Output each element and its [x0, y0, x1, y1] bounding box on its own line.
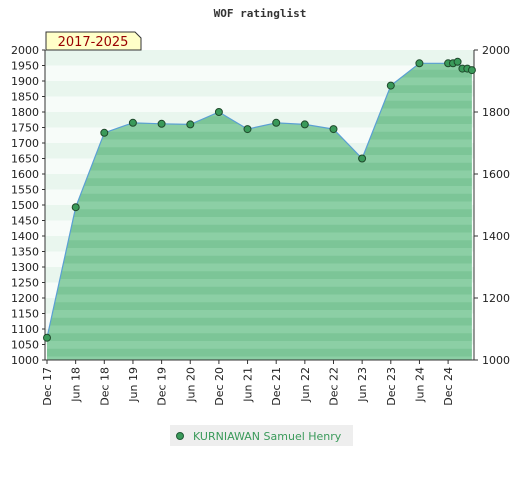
- data-point: [214, 108, 223, 116]
- x-tick-label: Jun 18: [70, 367, 83, 403]
- data-point: [386, 81, 395, 90]
- y-tick-label: 1750: [11, 122, 39, 135]
- x-tick-label: Dec 17: [41, 367, 54, 406]
- x-tick-label: Jun 24: [413, 367, 426, 403]
- x-tick-label: Dec 24: [442, 367, 455, 406]
- x-tick-label: Dec 21: [270, 367, 283, 406]
- data-point: [358, 154, 367, 163]
- y-axis-right: 1000 1200 1400 1600 1800 2000: [474, 44, 510, 367]
- y-tick-label: 1950: [11, 60, 39, 73]
- x-tick-label: Jun 19: [127, 367, 140, 403]
- background-band: [45, 81, 474, 97]
- data-point: [272, 118, 281, 127]
- legend-marker: [176, 432, 184, 440]
- y-tick-label-right: 1200: [482, 292, 510, 305]
- y-tick-label: 2000: [11, 44, 39, 57]
- y-tick-label: 1450: [11, 215, 39, 228]
- x-tick-label: Jun 22: [299, 367, 312, 403]
- data-point: [300, 120, 309, 129]
- x-tick-label: Dec 22: [328, 367, 341, 406]
- data-point: [243, 125, 252, 134]
- y-tick-label: 1650: [11, 153, 39, 166]
- y-tick-label: 1500: [11, 199, 39, 212]
- y-tick-label-right: 1400: [482, 230, 510, 243]
- y-tick-label: 1600: [11, 168, 39, 181]
- data-point: [453, 57, 462, 66]
- data-point: [71, 203, 80, 212]
- x-tick-label: Dec 18: [98, 367, 111, 406]
- data-point: [329, 125, 338, 134]
- y-tick-label: 1000: [11, 354, 39, 367]
- y-tick-label-right: 1800: [482, 106, 510, 119]
- background-band: [45, 50, 474, 66]
- y-tick-label: 1700: [11, 137, 39, 150]
- legend: KURNIAWAN Samuel Henry: [170, 425, 353, 446]
- data-point: [43, 333, 51, 342]
- y-tick-label: 1550: [11, 184, 39, 197]
- x-tick-label: Dec 23: [385, 367, 398, 406]
- legend-series-label: KURNIAWAN Samuel Henry: [193, 430, 342, 443]
- y-tick-label: 1400: [11, 230, 39, 243]
- background-band: [45, 65, 474, 81]
- y-tick-label: 1850: [11, 91, 39, 104]
- y-tick-label-right: 1600: [482, 168, 510, 181]
- x-axis: Dec 17 Jun 18 Dec 18 Jun 19 Dec 19 Jun 20 Dec …: [41, 360, 455, 406]
- y-tick-label: 1350: [11, 246, 39, 259]
- y-tick-label-right: 1000: [482, 354, 510, 367]
- data-point: [467, 66, 476, 75]
- y-tick-label: 1300: [11, 261, 39, 274]
- data-points: [43, 57, 476, 342]
- x-tick-label: Jun 20: [184, 367, 197, 403]
- y-tick-label: 1100: [11, 323, 39, 336]
- x-tick-label: Dec 19: [156, 367, 169, 406]
- y-tick-label-right: 2000: [482, 44, 510, 57]
- background-band: [45, 96, 474, 112]
- y-axis-left: 1000 1050 1100 1150 1200 1250 1300 1350 1400 1450…: [11, 44, 45, 367]
- period-label: 2017-2025: [58, 35, 129, 50]
- chart-title: WOF ratinglist: [214, 7, 307, 20]
- data-point: [157, 119, 166, 128]
- y-tick-label: 1200: [11, 292, 39, 305]
- data-point: [415, 59, 424, 68]
- x-tick-label: Jun 21: [242, 367, 255, 403]
- data-point: [186, 120, 195, 129]
- y-tick-label: 1150: [11, 308, 39, 321]
- y-tick-label: 1800: [11, 106, 39, 119]
- period-badge: 2017-2025: [45, 31, 142, 51]
- y-tick-label: 1050: [11, 339, 39, 352]
- y-tick-label: 1900: [11, 75, 39, 88]
- y-tick-label: 1250: [11, 277, 39, 290]
- data-point: [128, 118, 137, 127]
- area-fill: [47, 61, 472, 361]
- x-tick-label: Jun 23: [356, 367, 369, 403]
- data-point: [100, 128, 109, 137]
- x-tick-label: Dec 20: [213, 367, 226, 406]
